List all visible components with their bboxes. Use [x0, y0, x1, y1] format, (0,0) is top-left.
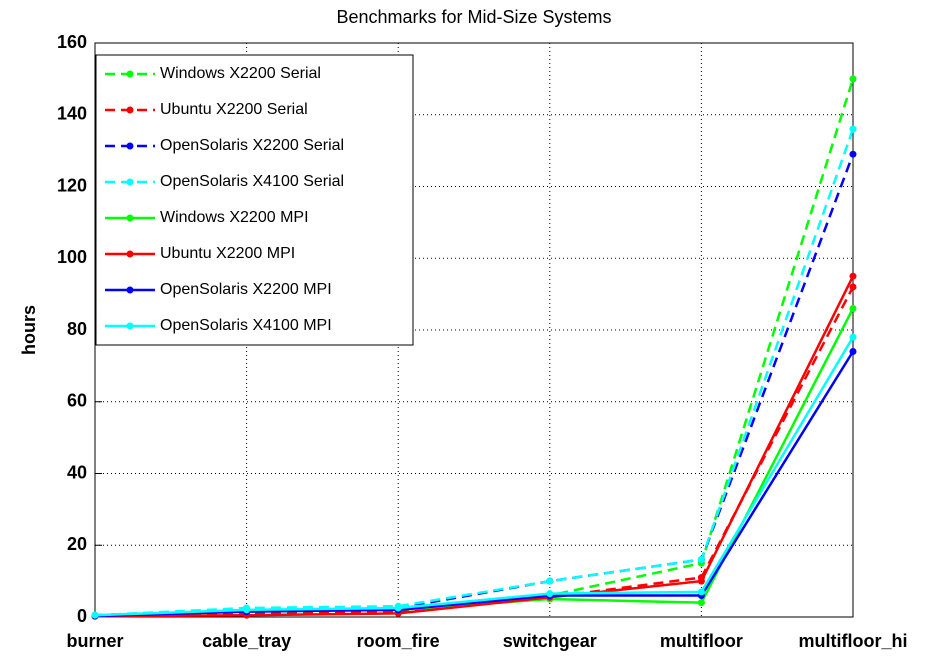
- chart-title: Benchmarks for Mid-Size Systems: [336, 7, 611, 27]
- series-line: [94, 336, 855, 617]
- plot-frame: [94, 42, 854, 618]
- legend-marker: [126, 70, 134, 78]
- legend-label: Windows X2200 Serial: [160, 65, 321, 82]
- point: [849, 283, 857, 291]
- y-tick-label: 60: [67, 391, 87, 411]
- x-tick-label: room_fire: [357, 631, 440, 651]
- legend-label: OpenSolaris X4100 Serial: [160, 173, 344, 190]
- legend-marker: [126, 178, 134, 186]
- x-tick-label: multifloor: [660, 631, 743, 651]
- point: [849, 348, 857, 356]
- legend-label: OpenSolaris X4100 MPI: [160, 317, 332, 334]
- legend-label: Ubuntu X2200 MPI: [160, 245, 295, 262]
- point: [697, 556, 705, 564]
- legend: Windows X2200 Serial Ubuntu X2200 Serial O…: [95, 54, 414, 346]
- legend-marker: [126, 106, 134, 114]
- y-tick-label: 160: [57, 32, 87, 52]
- point: [697, 577, 705, 585]
- legend-label: Windows X2200 MPI: [160, 209, 309, 226]
- y-tick-label: 80: [67, 319, 87, 339]
- point: [243, 606, 251, 614]
- point: [849, 125, 857, 133]
- point: [394, 604, 402, 612]
- legend-marker: [126, 286, 134, 294]
- point: [849, 333, 857, 341]
- x-tick-label: cable_tray: [202, 631, 291, 651]
- legend-box: [95, 54, 414, 346]
- legend-label: OpenSolaris X2200 Serial: [160, 137, 344, 154]
- x-tick-label: switchgear: [503, 631, 597, 651]
- legend-marker: [126, 214, 134, 222]
- y-tick-label: 120: [57, 175, 87, 195]
- series-line: [94, 350, 855, 618]
- point: [849, 304, 857, 312]
- y-tick-label: 40: [67, 462, 87, 482]
- legend-label: OpenSolaris X2200 MPI: [160, 281, 332, 298]
- y-tick-label: 0: [77, 606, 87, 626]
- point: [849, 150, 857, 158]
- legend-marker: [126, 322, 134, 330]
- point: [697, 588, 705, 596]
- series-line: [94, 78, 855, 617]
- point: [697, 599, 705, 607]
- series-line: [94, 275, 855, 618]
- point: [849, 272, 857, 280]
- y-tick-label: 100: [57, 247, 87, 267]
- y-tick-label: 20: [67, 534, 87, 554]
- x-tick-label: burner: [66, 631, 123, 651]
- point: [91, 611, 99, 619]
- series-line: [94, 307, 855, 618]
- x-tick-label: multifloor_hi: [799, 631, 908, 651]
- y-tick-label: 140: [57, 104, 87, 124]
- y-axis-label: hours: [19, 305, 39, 355]
- legend-marker: [126, 250, 134, 258]
- legend-label: Ubuntu X2200 Serial: [160, 101, 308, 118]
- point: [849, 75, 857, 83]
- point: [546, 577, 554, 585]
- point: [546, 590, 554, 598]
- legend-marker: [126, 142, 134, 150]
